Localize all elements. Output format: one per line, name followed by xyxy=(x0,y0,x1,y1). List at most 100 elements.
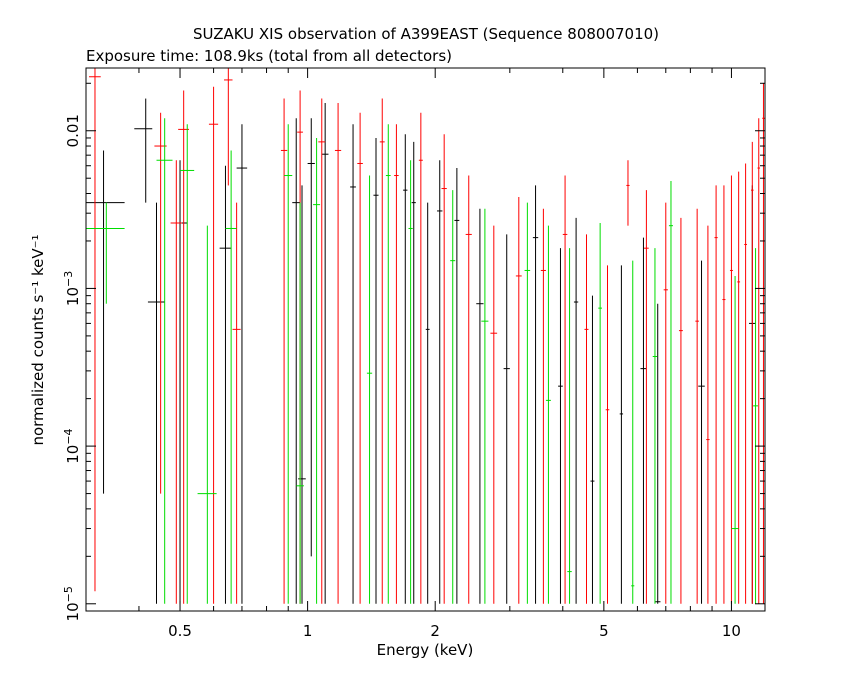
y-tick-label: 0.01 xyxy=(64,114,82,147)
y-tick-label: 10−5 xyxy=(62,586,82,621)
y-tick-label: 10−3 xyxy=(62,271,82,306)
data-point xyxy=(357,112,363,604)
data-point xyxy=(465,175,472,604)
data-point xyxy=(224,68,233,186)
data-point xyxy=(232,202,241,604)
data-point xyxy=(757,118,761,604)
data-point xyxy=(334,102,342,604)
x-tick-label: 10 xyxy=(722,622,741,640)
data-point xyxy=(280,98,288,604)
data-point xyxy=(379,98,385,604)
y-axis-label: normalized counts s⁻¹ keV⁻¹ xyxy=(29,234,47,445)
data-point xyxy=(134,98,153,203)
data-point xyxy=(584,234,589,604)
data-point xyxy=(156,118,173,604)
x-tick-label: 0.5 xyxy=(168,622,192,640)
data-point xyxy=(418,112,423,604)
data-point xyxy=(668,181,674,604)
data-point xyxy=(540,208,546,604)
y-axis-ticks: 10−5 10−4 10−3 0.01 xyxy=(62,82,765,621)
x-tick-label: 5 xyxy=(599,622,609,640)
data-point xyxy=(515,197,522,604)
x-axis-label: Energy (keV) xyxy=(377,641,474,659)
data-point xyxy=(425,202,430,604)
data-point xyxy=(490,225,498,604)
data-point xyxy=(408,160,413,604)
data-point xyxy=(573,217,579,604)
data-point xyxy=(321,102,329,604)
data-point xyxy=(598,222,603,604)
data-point xyxy=(750,141,754,604)
chart-subtitle: Exposure time: 108.9ks (total from all d… xyxy=(86,47,452,65)
data-point xyxy=(640,237,647,604)
data-point xyxy=(731,275,739,604)
data-point xyxy=(454,168,460,604)
data-point xyxy=(225,150,237,604)
data-point xyxy=(170,160,182,604)
data-point xyxy=(284,124,293,604)
data-point xyxy=(208,86,219,604)
data-point xyxy=(644,190,649,604)
data-point xyxy=(394,124,399,604)
data-point xyxy=(562,175,568,604)
data-point xyxy=(744,163,747,604)
data-point xyxy=(180,124,195,604)
data-point xyxy=(605,265,610,604)
data-point xyxy=(737,171,741,604)
data-point xyxy=(86,202,125,304)
data-point xyxy=(753,248,758,604)
data-point xyxy=(663,202,668,604)
data-point xyxy=(678,217,683,604)
plot-frame xyxy=(85,67,766,612)
chart-title: SUZAKU XIS observation of A399EAST (Sequ… xyxy=(193,25,659,43)
data-point xyxy=(706,225,710,604)
data-point xyxy=(441,134,447,604)
data-point xyxy=(524,202,531,604)
data-point xyxy=(89,68,101,592)
data-point xyxy=(450,190,456,604)
data-point xyxy=(481,208,489,604)
data-point xyxy=(437,160,443,604)
data-point xyxy=(652,248,658,604)
data-point xyxy=(296,202,304,604)
data-point xyxy=(172,160,188,604)
data-point xyxy=(558,248,563,604)
data-point xyxy=(373,137,379,604)
data-points xyxy=(86,68,765,604)
x-tick-label: 1 xyxy=(303,622,313,640)
data-point xyxy=(722,185,726,604)
x-tick-label: 2 xyxy=(430,622,440,640)
data-point xyxy=(626,160,630,226)
data-point xyxy=(695,208,699,604)
data-point xyxy=(292,118,301,604)
data-point xyxy=(762,83,765,604)
data-point xyxy=(590,295,595,604)
data-point xyxy=(567,248,572,604)
data-point xyxy=(619,265,624,604)
data-point xyxy=(385,124,391,604)
data-point xyxy=(532,185,539,604)
x-axis-ticks: 0.5 1 2 5 10 xyxy=(85,68,741,640)
data-point xyxy=(86,150,125,494)
data-point xyxy=(318,98,326,604)
data-point xyxy=(219,165,232,604)
data-point xyxy=(313,137,321,604)
y-tick-label: 10−4 xyxy=(62,428,82,463)
data-point xyxy=(631,260,635,604)
data-point xyxy=(350,124,356,604)
data-point xyxy=(503,234,510,604)
data-point xyxy=(654,303,661,604)
data-point xyxy=(698,260,705,604)
data-point xyxy=(729,175,733,604)
data-point xyxy=(476,208,484,604)
data-point xyxy=(197,225,217,604)
data-point xyxy=(298,185,306,604)
data-point xyxy=(403,134,408,604)
data-point xyxy=(411,141,416,604)
data-point xyxy=(714,185,718,604)
data-point xyxy=(366,175,373,604)
data-point xyxy=(147,202,165,604)
data-point xyxy=(236,124,248,604)
data-point xyxy=(307,118,315,557)
